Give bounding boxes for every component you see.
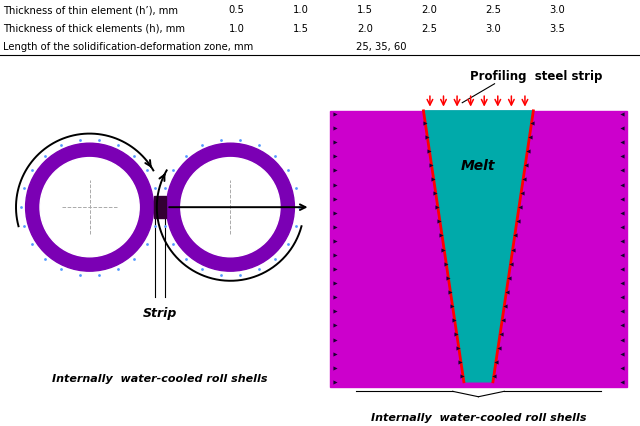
Circle shape	[181, 158, 280, 257]
Text: 3.0: 3.0	[549, 6, 564, 15]
Text: 2.0: 2.0	[421, 6, 436, 15]
Text: Internally  water-cooled roll shells: Internally water-cooled roll shells	[371, 412, 586, 422]
Circle shape	[40, 158, 140, 257]
Text: 1.5: 1.5	[292, 24, 308, 34]
Text: 2.5: 2.5	[485, 6, 501, 15]
Polygon shape	[424, 112, 533, 382]
Text: 1.0: 1.0	[293, 6, 308, 15]
Text: 1.0: 1.0	[229, 24, 244, 34]
Text: 3.0: 3.0	[485, 24, 500, 34]
Text: Thickness of thick elements (h), mm: Thickness of thick elements (h), mm	[3, 24, 185, 34]
Text: 25, 35, 60: 25, 35, 60	[356, 42, 406, 52]
Text: 1.5: 1.5	[357, 6, 372, 15]
Text: Profiling  steel strip: Profiling steel strip	[470, 70, 603, 83]
Text: Length of the solidification-deformation zone, mm: Length of the solidification-deformation…	[3, 42, 253, 52]
Circle shape	[26, 144, 154, 271]
Bar	[330, 112, 627, 387]
Text: Internally  water-cooled roll shells: Internally water-cooled roll shells	[52, 374, 268, 383]
Text: Melt: Melt	[461, 158, 495, 173]
Circle shape	[166, 144, 294, 271]
Text: 3.5: 3.5	[549, 24, 564, 34]
Text: Strip: Strip	[143, 307, 177, 320]
Text: Thickness of thin element (h’), mm: Thickness of thin element (h’), mm	[3, 6, 178, 15]
Bar	[154, 196, 166, 219]
Text: 2.0: 2.0	[357, 24, 372, 34]
Text: 0.5: 0.5	[229, 6, 244, 15]
Text: 2.5: 2.5	[421, 24, 437, 34]
